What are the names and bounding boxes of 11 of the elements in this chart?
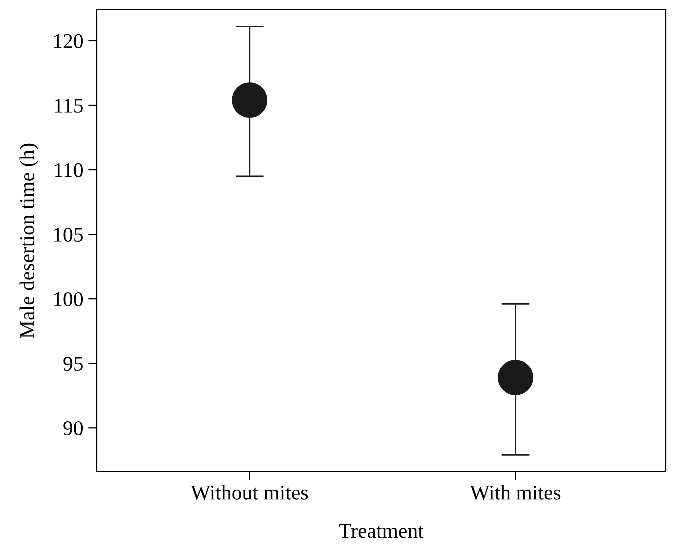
y-tick-label: 90 <box>64 421 84 436</box>
x-tick-label: With mites <box>470 485 561 500</box>
y-tick-label: 100 <box>54 292 84 307</box>
y-tick-label: 95 <box>64 357 83 372</box>
x-axis-title: Treatment <box>339 524 424 538</box>
x-tick-label: Without mites <box>191 485 308 500</box>
y-tick-label: 110 <box>55 163 84 178</box>
y-tick-label: 120 <box>54 34 84 48</box>
y-tick-label: 105 <box>54 228 83 242</box>
y-tick-label: 115 <box>55 98 83 113</box>
y-axis-title: Male desertion time (h) <box>20 144 39 338</box>
